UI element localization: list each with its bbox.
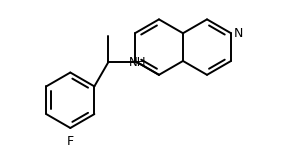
Text: NH: NH <box>129 56 146 69</box>
Text: N: N <box>234 27 243 40</box>
Text: F: F <box>67 135 74 148</box>
